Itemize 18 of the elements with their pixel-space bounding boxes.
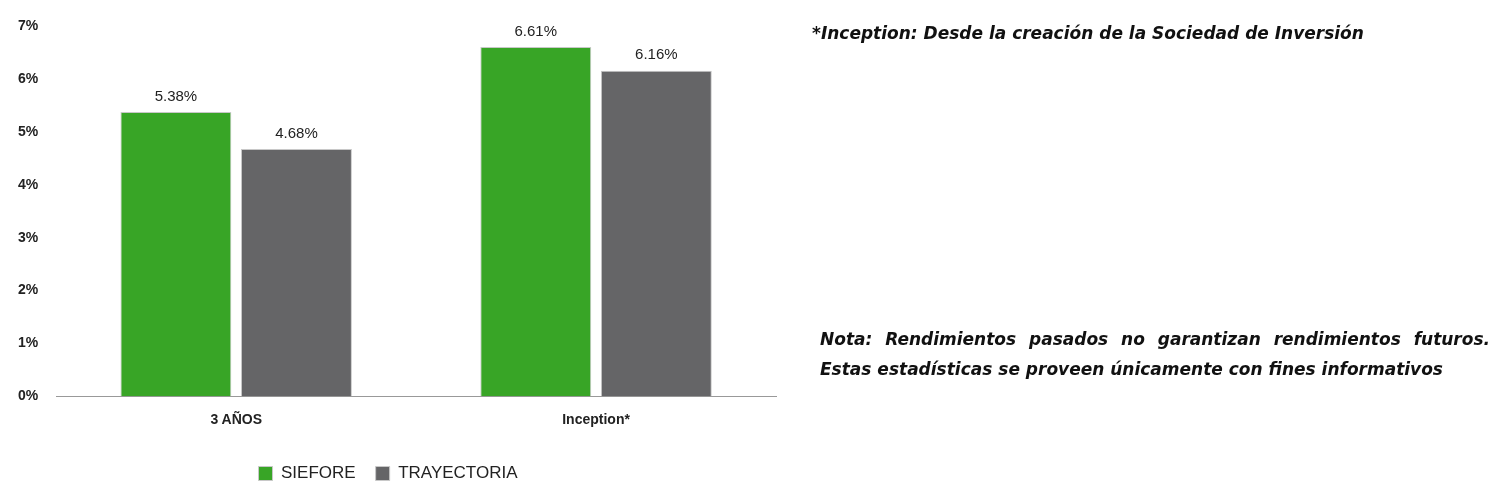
y-tick-label: 4% [18, 175, 39, 192]
text: *Inception: Desde la creación de la Sociedad de Inversión [812, 22, 1365, 45]
y-tick-label: 7% [18, 17, 39, 34]
data-label: 5.38% [154, 86, 198, 104]
y-tick-label: 5% [18, 122, 39, 139]
y-tick-label: 0% [18, 387, 39, 404]
y-tick-label: 3% [18, 228, 39, 245]
x-tick-label: 3 AÑOS [210, 410, 262, 428]
y-tick-label: 2% [18, 281, 39, 298]
legend-label: TRAYECTORIA [398, 463, 519, 483]
x-tick-label: Inception* [562, 411, 631, 428]
y-tick-label: 1% [18, 334, 39, 351]
data-label: 6.61% [514, 21, 558, 39]
legend-label: SIEFORE [281, 463, 356, 483]
data-label: 6.16% [635, 45, 678, 63]
text: Nota: Rendimientos pasados no garantizan rendimientos futuros. Estas estadísticas se proveen únicamente con fines informativos [820, 328, 1490, 381]
data-label: 4.68% [275, 123, 318, 141]
y-tick-label: 6% [18, 70, 39, 87]
